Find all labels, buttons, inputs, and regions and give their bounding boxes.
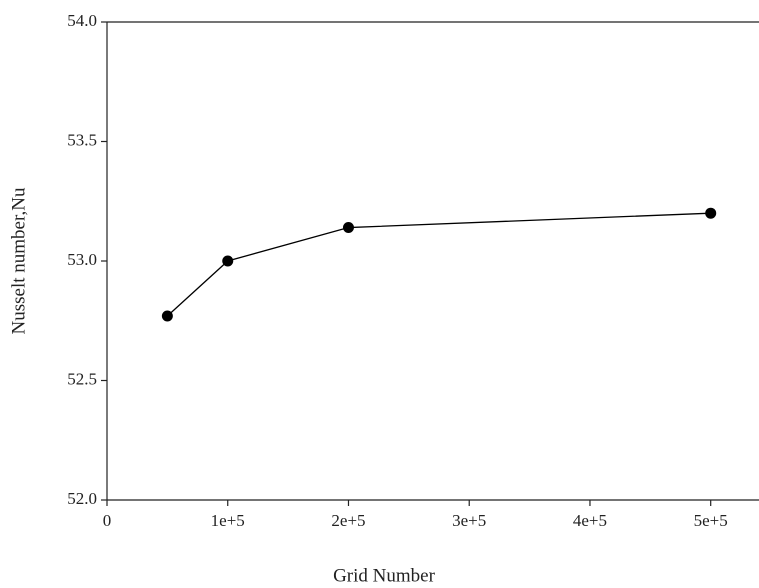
y-tick-label: 54.0 — [67, 11, 97, 30]
x-tick-label: 0 — [103, 511, 112, 530]
y-axis-label: Nusselt number,Nu — [8, 187, 29, 334]
y-tick-label: 52.5 — [67, 369, 97, 388]
data-point — [161, 310, 173, 322]
data-point — [342, 222, 354, 234]
x-tick-label: 2e+5 — [331, 511, 365, 530]
data-point — [222, 255, 234, 267]
x-tick-label: 1e+5 — [211, 511, 245, 530]
data-point — [705, 207, 717, 219]
x-tick-label: 4e+5 — [573, 511, 607, 530]
y-tick-label: 52.0 — [67, 489, 97, 508]
x-tick-label: 3e+5 — [452, 511, 486, 530]
x-tick-label: 5e+5 — [694, 511, 728, 530]
y-tick-label: 53.0 — [67, 250, 97, 269]
series-line — [166, 212, 711, 317]
y-tick-label: 53.5 — [67, 130, 97, 149]
x-axis-label: Grid Number — [333, 565, 436, 586]
